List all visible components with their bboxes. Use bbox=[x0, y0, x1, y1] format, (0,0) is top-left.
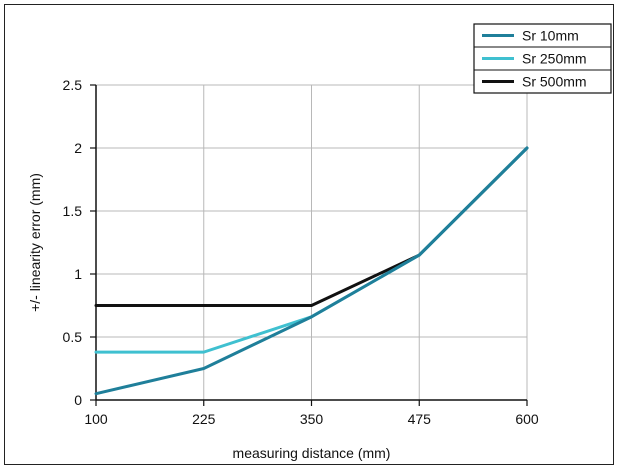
y-tick-label: 1 bbox=[74, 266, 82, 282]
y-tick-label: 2 bbox=[74, 140, 82, 156]
axes bbox=[90, 84, 528, 406]
y-tick-label: 0.5 bbox=[63, 329, 83, 345]
y-tick-label: 1.5 bbox=[63, 203, 83, 219]
x-axis-label: measuring distance (mm) bbox=[233, 445, 391, 461]
legend-label: Sr 250mm bbox=[522, 51, 587, 67]
x-tick-label: 350 bbox=[300, 411, 324, 427]
x-tick-label: 600 bbox=[515, 411, 539, 427]
y-tick-label: 2.5 bbox=[63, 77, 83, 93]
x-tick-label: 100 bbox=[84, 411, 108, 427]
tick-labels: 100 225 350 475 600 0 0.5 1 1.5 2 2.5 bbox=[63, 77, 539, 427]
x-tick-label: 475 bbox=[408, 411, 432, 427]
legend-label: Sr 500mm bbox=[522, 74, 587, 90]
series-lines bbox=[94, 146, 529, 396]
x-tick-label: 225 bbox=[192, 411, 216, 427]
y-axis-label: +/- linearity error (mm) bbox=[27, 173, 43, 312]
grid bbox=[96, 84, 528, 400]
series-line-sr-10mm bbox=[94, 146, 529, 396]
legend: Sr 10mm Sr 250mm Sr 500mm bbox=[473, 23, 612, 94]
y-tick-label: 0 bbox=[74, 392, 82, 408]
legend-label: Sr 10mm bbox=[522, 28, 579, 44]
